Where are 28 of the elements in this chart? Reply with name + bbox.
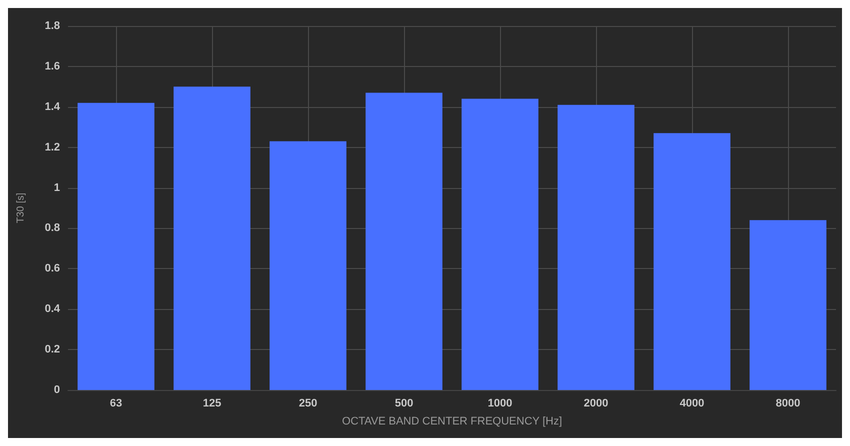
y-tick-label: 1.4 — [44, 100, 61, 113]
bar — [654, 133, 730, 390]
y-tick-label: 0.2 — [44, 344, 60, 356]
bar — [270, 141, 346, 390]
y-tick-label: 0.4 — [44, 303, 61, 316]
bar — [462, 98, 538, 390]
y-tick-label: 1 — [54, 182, 60, 194]
bar — [78, 102, 154, 390]
x-axis-title: OCTAVE BAND CENTER FREQUENCY [Hz] — [342, 416, 562, 428]
x-tick-label: 63 — [110, 398, 122, 410]
y-tick-label: 0.6 — [44, 262, 60, 275]
y-tick-label: 1.6 — [44, 60, 60, 72]
x-tick-label: 500 — [394, 398, 414, 410]
y-tick-label: 1.2 — [44, 141, 60, 154]
x-tick-label: 125 — [202, 398, 222, 410]
y-tick-label: 1.8 — [44, 20, 60, 32]
x-tick-label: 1000 — [488, 398, 512, 410]
y-tick-label: 0 — [54, 384, 60, 396]
x-tick-label: 4000 — [680, 398, 704, 410]
y-axis-title: T30 [s] — [16, 192, 26, 224]
bar — [750, 220, 826, 390]
bar — [366, 92, 442, 390]
x-tick-label: 250 — [298, 398, 318, 410]
bar — [558, 104, 634, 390]
x-tick-label: 8000 — [776, 398, 800, 410]
y-tick-label: 0.8 — [44, 222, 60, 234]
x-tick-label: 2000 — [584, 398, 608, 410]
bar — [174, 86, 250, 390]
